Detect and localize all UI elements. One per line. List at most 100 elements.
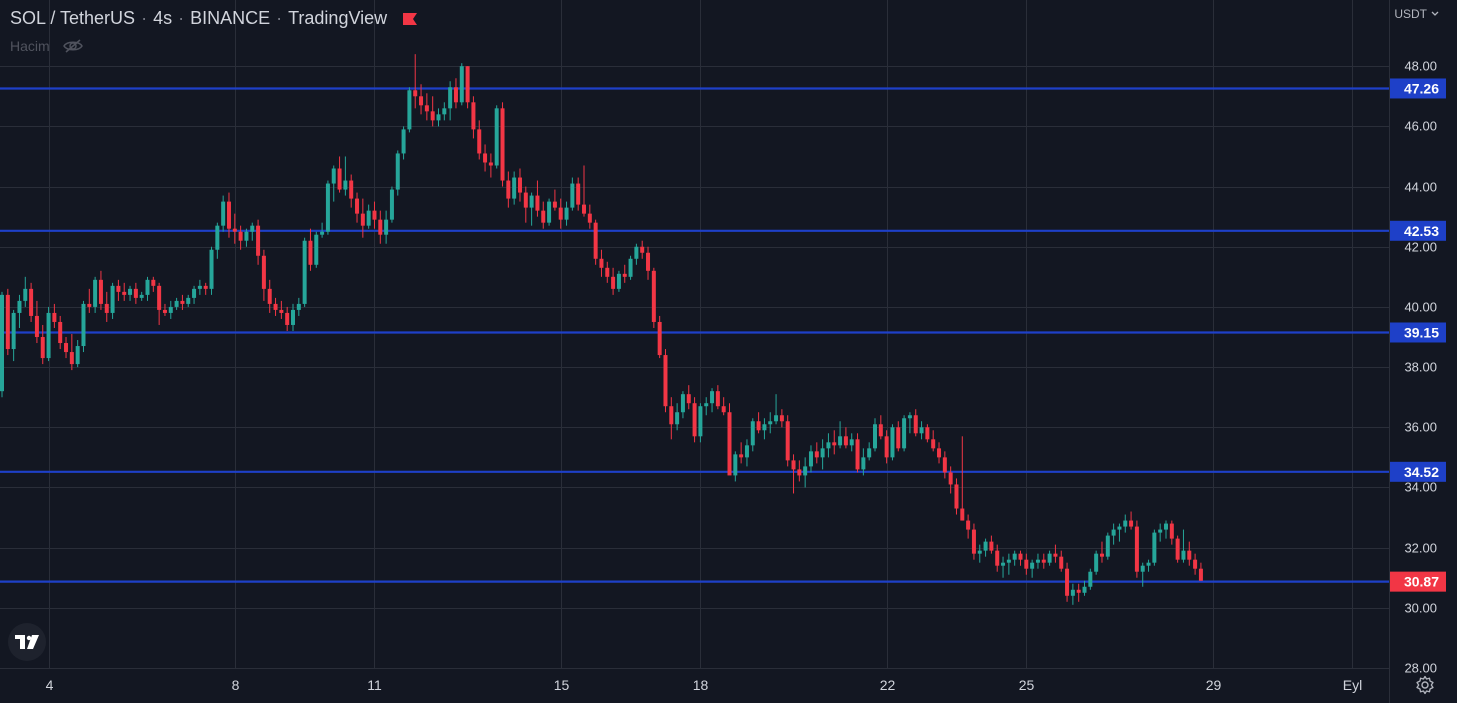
candle: [1001, 556, 1006, 578]
candle: [529, 192, 534, 226]
tradingview-logo[interactable]: [8, 623, 46, 661]
candle-body: [1134, 526, 1139, 572]
candle-body: [87, 303, 92, 307]
candle: [715, 385, 720, 410]
y-tick-label: 38.00: [1404, 360, 1437, 375]
candle: [1006, 553, 1011, 575]
candle: [570, 177, 575, 211]
candle-body: [308, 240, 313, 265]
candle-body: [256, 225, 261, 256]
candle-body: [1117, 526, 1122, 530]
candle: [1134, 520, 1139, 578]
candle-body: [221, 201, 226, 226]
candle: [372, 201, 377, 229]
candle: [884, 430, 889, 464]
candle: [413, 54, 418, 109]
candle-body: [826, 442, 831, 449]
candle: [448, 81, 453, 121]
candle-body: [960, 508, 965, 521]
candle: [133, 282, 138, 304]
candle: [320, 222, 325, 238]
candle: [1146, 559, 1151, 572]
candle: [663, 349, 668, 413]
candle-body: [1181, 550, 1186, 560]
candle: [843, 427, 848, 449]
candle-body: [803, 466, 808, 476]
candle-body: [314, 234, 319, 265]
candle-body: [494, 108, 499, 166]
chart-header[interactable]: SOL / TetherUS · 4s · BINANCE · TradingV…: [10, 8, 418, 29]
candle-body: [587, 213, 592, 223]
eye-hidden-icon[interactable]: [62, 38, 84, 54]
candle-body: [157, 285, 162, 310]
candle-body: [110, 285, 115, 313]
candle: [582, 165, 586, 217]
candle-body: [1006, 559, 1011, 563]
candle-body: [704, 403, 709, 407]
candle: [867, 442, 872, 461]
candle-body: [971, 529, 976, 554]
gear-icon[interactable]: [1415, 675, 1435, 695]
candle: [506, 171, 511, 208]
candle-body: [867, 448, 872, 458]
candle: [774, 394, 779, 425]
candle-body: [192, 288, 197, 298]
candle: [157, 282, 162, 325]
candle: [995, 544, 1000, 572]
time-axis[interactable]: 4 8 11 15 18 22 25 29 Eyl: [46, 677, 1363, 693]
candle: [902, 415, 907, 452]
candle: [779, 409, 784, 428]
candle-body: [727, 412, 732, 476]
volume-label: Hacim: [10, 38, 50, 54]
currency-selector[interactable]: USDT: [1394, 7, 1439, 21]
symbol-title[interactable]: SOL / TetherUS: [10, 8, 136, 28]
candle: [273, 297, 278, 316]
price-axis[interactable]: 30.00 32.00 34.00 36.00 38.00 40.00 42.00 44.00…: [1404, 59, 1437, 676]
candle: [1158, 523, 1163, 542]
candle: [797, 460, 802, 482]
candle-body: [116, 285, 121, 292]
candle-body: [646, 252, 651, 271]
interval-label[interactable]: 4s: [153, 8, 173, 28]
candle: [250, 222, 255, 241]
candle: [1076, 583, 1081, 602]
candle-body: [663, 355, 668, 407]
candle-body: [23, 288, 28, 301]
candle: [325, 180, 330, 235]
candle-body: [320, 231, 325, 235]
candle-body: [529, 195, 534, 208]
candle-body: [180, 300, 185, 304]
candle-body: [744, 445, 749, 458]
candle-body: [331, 168, 336, 184]
candle-body: [279, 309, 284, 313]
candle: [756, 412, 761, 434]
x-tick-label: 22: [880, 677, 896, 693]
candle-body: [384, 219, 389, 235]
candle: [925, 424, 930, 443]
candle-body: [832, 442, 837, 446]
candle: [692, 397, 697, 443]
candle-body: [907, 415, 912, 419]
horizontal-levels[interactable]: [0, 87, 1389, 583]
candle: [762, 418, 767, 440]
y-tick-label: 40.00: [1404, 300, 1437, 315]
candle: [256, 219, 261, 265]
x-tick-label: 15: [554, 677, 570, 693]
candle-body: [1070, 589, 1075, 596]
candle: [739, 442, 744, 464]
candle: [791, 454, 796, 494]
candle: [232, 213, 237, 244]
candle-body: [436, 114, 441, 121]
candle: [40, 324, 45, 365]
candle-body: [174, 300, 179, 307]
candle-body: [983, 541, 988, 551]
candle-body: [640, 246, 645, 253]
candle: [698, 403, 703, 443]
candle: [384, 210, 389, 244]
candle: [203, 282, 208, 295]
candle-body: [5, 294, 10, 350]
flag-icon[interactable]: [403, 12, 418, 25]
candle: [1164, 520, 1168, 539]
volume-legend[interactable]: Hacim: [10, 38, 84, 54]
